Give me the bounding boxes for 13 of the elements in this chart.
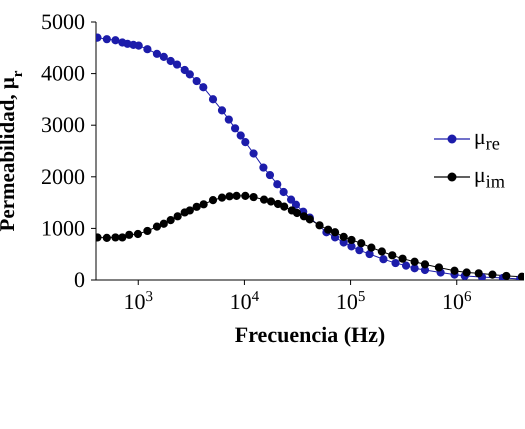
y-tick-label: 3000 xyxy=(41,112,85,138)
x-tick-label: 10$^{5}$ xyxy=(336,289,366,314)
y-tick-label: 1000 xyxy=(41,215,85,240)
y-tick-label: 0 xyxy=(74,267,85,292)
x-axis-title: Frecuencia (Hz) xyxy=(234,322,386,347)
legend-label: μ$_{re}$ xyxy=(474,124,500,154)
y-tick-label: 4000 xyxy=(41,60,85,86)
y-tick-label: 2000 xyxy=(41,164,85,189)
x-tick-label: 10$^{4}$ xyxy=(230,289,260,314)
legend-label: μ$_{im}$ xyxy=(474,162,505,192)
x-tick-label: 10$^{6}$ xyxy=(442,289,472,314)
x-tick-label: 10$^{3}$ xyxy=(124,289,153,314)
y-tick-label: 5000 xyxy=(41,9,85,34)
